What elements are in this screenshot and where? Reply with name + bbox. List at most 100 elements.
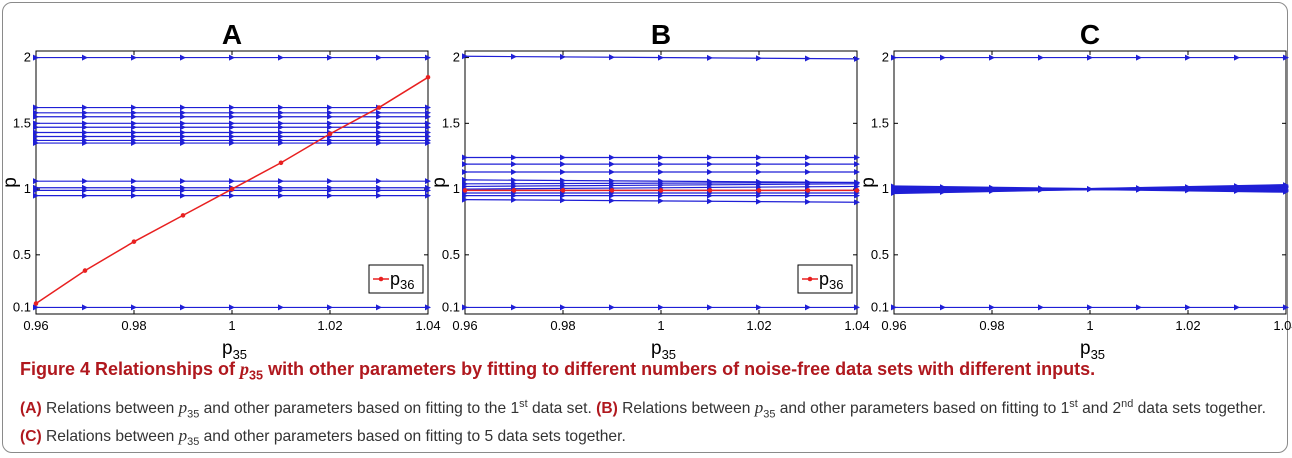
series-marker [658, 168, 664, 175]
series-marker [278, 187, 284, 194]
series-marker [278, 129, 284, 136]
series-marker [756, 161, 762, 168]
series-marker [425, 104, 431, 111]
series-marker [229, 192, 235, 199]
series-marker [425, 304, 431, 311]
series-marker [1283, 304, 1289, 311]
series-line [462, 192, 860, 199]
caption-title-var: p [240, 359, 250, 379]
series-marker [707, 304, 713, 311]
series-marker [33, 304, 39, 311]
series-marker [229, 113, 235, 120]
caption-c-text2: and other parameters based on fitting to… [199, 427, 626, 445]
series-marker [278, 304, 284, 311]
series-marker [229, 304, 235, 311]
series-marker [707, 154, 713, 161]
series-marker [1038, 304, 1044, 311]
series-marker [609, 54, 615, 61]
series-marker [1283, 182, 1289, 189]
series-marker [511, 154, 517, 161]
caption-title: Figure 4 Relationships of p35 with other… [20, 358, 1270, 387]
series-marker [131, 124, 137, 131]
highlight-marker [327, 131, 333, 137]
series-marker [462, 176, 468, 183]
plot-area [893, 50, 1287, 315]
series-marker [327, 304, 333, 311]
series-marker [180, 54, 186, 61]
series-marker [462, 161, 468, 168]
y-tick-label: 1.5 [442, 115, 460, 130]
series-marker [425, 120, 431, 127]
y-tick-label: 1 [453, 181, 460, 196]
x-axis-label: p35 [1080, 338, 1105, 360]
series-marker [376, 304, 382, 311]
series-marker [854, 55, 860, 62]
series-marker [989, 304, 995, 311]
series-line [891, 54, 1289, 61]
series-marker [425, 192, 431, 199]
series-marker [229, 133, 235, 140]
series-marker [511, 53, 517, 60]
series-marker [609, 168, 615, 175]
series-line [462, 53, 860, 62]
series-marker [180, 178, 186, 185]
series-marker [658, 304, 664, 311]
highlight-marker [658, 188, 664, 193]
series-marker [805, 55, 811, 62]
series-line [33, 120, 431, 127]
series-marker [376, 133, 382, 140]
caption-a-sub: 35 [187, 407, 200, 420]
series-marker [327, 120, 333, 127]
series-marker [33, 140, 39, 147]
series-marker [511, 304, 517, 311]
series-marker [425, 187, 431, 194]
caption-a-sup: st [519, 397, 528, 410]
x-tick-label: 1 [657, 318, 664, 333]
highlight-marker [854, 188, 860, 193]
highlight-marker [805, 188, 811, 193]
series-marker [131, 133, 137, 140]
series-marker [180, 113, 186, 120]
series-marker [131, 104, 137, 111]
series-marker [1185, 184, 1191, 191]
series-marker [1234, 183, 1240, 190]
chart-panel-a: A 0.96 0.98 1 1.02 1.04 0.1 0.5 1 1.5 2 p35 p p36 [0, 19, 441, 360]
x-tick-label: 1.02 [746, 318, 771, 333]
series-line [33, 54, 431, 61]
series-marker [658, 197, 664, 204]
series-marker [229, 120, 235, 127]
series-marker [327, 187, 333, 194]
legend-box [368, 264, 424, 294]
highlight-series-p36 [33, 75, 431, 306]
series-marker [180, 104, 186, 111]
series-marker [278, 140, 284, 147]
series-marker [658, 192, 664, 199]
series-marker [229, 178, 235, 185]
series-marker [278, 109, 284, 116]
series-marker [707, 198, 713, 205]
series-marker [756, 55, 762, 62]
series-marker [33, 54, 39, 61]
series-marker [1136, 185, 1142, 192]
series-marker [82, 124, 88, 131]
x-tick-label: 1 [1086, 318, 1093, 333]
series-marker [1038, 187, 1044, 194]
series-marker [131, 54, 137, 61]
series-marker [609, 197, 615, 204]
y-tick-label: 1.5 [871, 115, 889, 130]
series-marker [511, 161, 517, 168]
series-marker [462, 304, 468, 311]
series-marker [1234, 54, 1240, 61]
series-marker [511, 168, 517, 175]
series-marker [1087, 304, 1093, 311]
highlight-marker [511, 188, 517, 193]
series-marker [376, 120, 382, 127]
figure-caption: Figure 4 Relationships of p35 with other… [20, 358, 1270, 453]
highlight-marker [278, 160, 284, 166]
series-marker [805, 192, 811, 199]
series-marker [511, 192, 517, 199]
caption-a-text2: and other parameters based on fitting to… [199, 399, 520, 417]
series-marker [229, 129, 235, 136]
series-marker [131, 304, 137, 311]
